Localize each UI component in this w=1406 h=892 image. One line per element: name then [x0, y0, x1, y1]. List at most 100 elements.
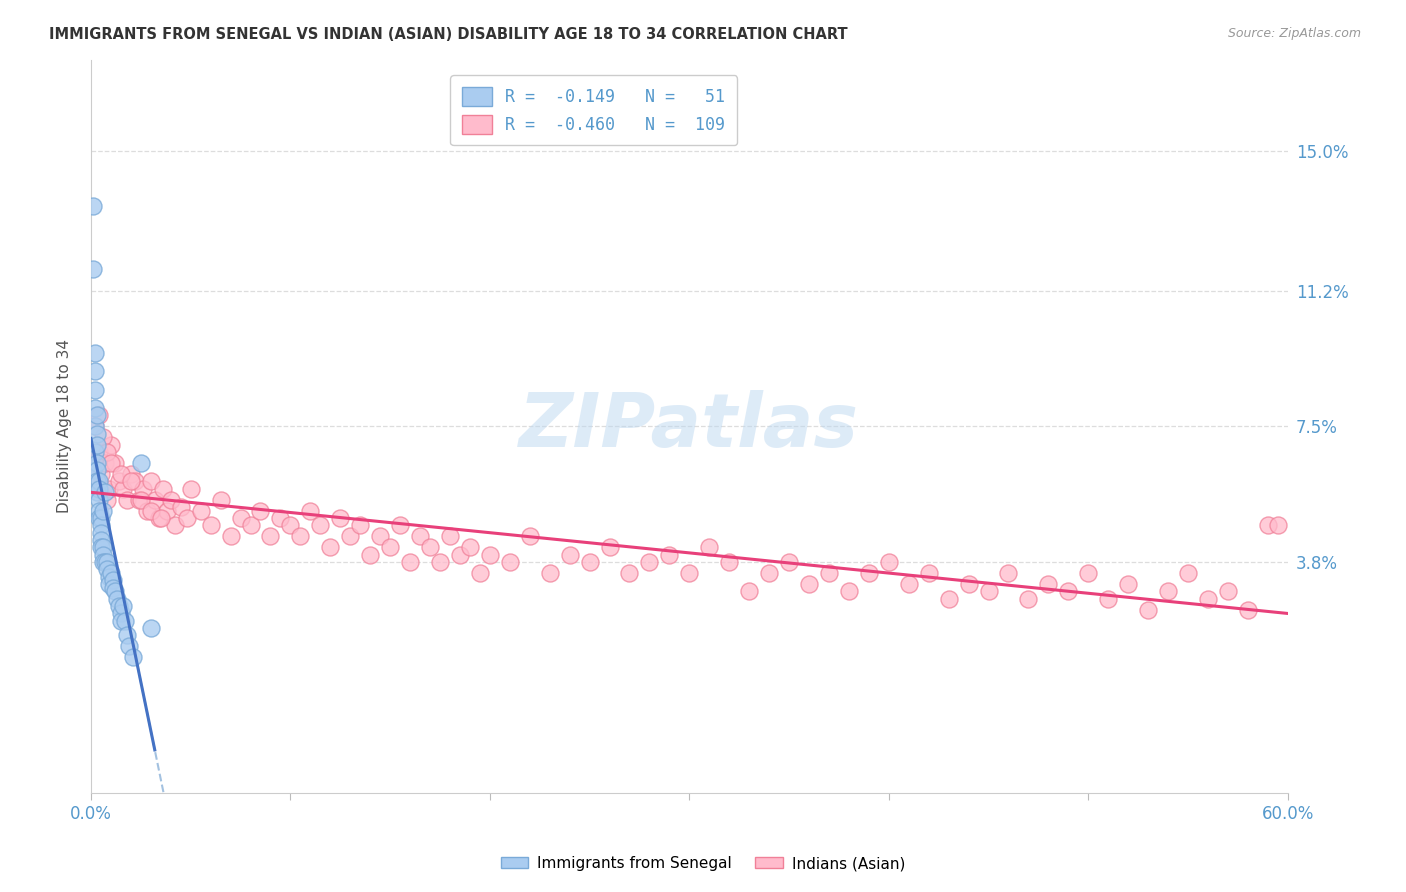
Point — [90, 525, 112, 540]
Point — [280, 518, 302, 533]
Point — [329, 511, 352, 525]
Point — [86, 485, 108, 500]
Point — [91, 482, 114, 496]
Point — [429, 555, 451, 569]
Point — [87, 409, 110, 423]
Point — [86, 475, 108, 489]
Point — [100, 456, 122, 470]
Point — [897, 577, 920, 591]
Point — [149, 511, 172, 525]
Point — [1257, 518, 1279, 533]
Point — [101, 574, 124, 588]
Point — [100, 437, 122, 451]
Point — [1077, 566, 1099, 580]
Point — [239, 518, 262, 533]
Point — [86, 475, 108, 489]
Point — [299, 503, 322, 517]
Point — [1237, 602, 1260, 616]
Point — [91, 548, 114, 562]
Point — [378, 541, 401, 555]
Point — [124, 475, 146, 489]
Point — [82, 261, 104, 276]
Point — [90, 518, 112, 533]
Point — [90, 511, 112, 525]
Point — [229, 511, 252, 525]
Point — [957, 577, 980, 591]
Point — [249, 503, 271, 517]
Point — [718, 555, 741, 569]
Point — [1137, 602, 1160, 616]
Point — [797, 577, 820, 591]
Point — [97, 569, 120, 583]
Point — [90, 541, 112, 555]
Point — [1116, 577, 1139, 591]
Point — [349, 518, 371, 533]
Point — [84, 364, 107, 378]
Point — [90, 533, 112, 547]
Point — [339, 529, 361, 543]
Point — [1017, 591, 1039, 606]
Point — [129, 456, 152, 470]
Point — [209, 492, 232, 507]
Point — [259, 529, 281, 543]
Point — [87, 492, 110, 507]
Point — [148, 511, 170, 525]
Point — [94, 485, 117, 500]
Point — [269, 511, 291, 525]
Point — [558, 548, 581, 562]
Point — [86, 426, 108, 441]
Point — [84, 456, 107, 470]
Point — [578, 555, 600, 569]
Legend: R =  -0.149   N =   51, R =  -0.460   N =  109: R = -0.149 N = 51, R = -0.460 N = 109 — [450, 75, 737, 145]
Point — [105, 591, 128, 606]
Point — [84, 419, 107, 434]
Point — [399, 555, 422, 569]
Point — [120, 475, 142, 489]
Point — [132, 482, 155, 496]
Point — [678, 566, 700, 580]
Point — [458, 541, 481, 555]
Point — [499, 555, 522, 569]
Point — [97, 577, 120, 591]
Point — [115, 492, 138, 507]
Point — [84, 401, 107, 415]
Point — [918, 566, 941, 580]
Point — [91, 503, 114, 517]
Point — [758, 566, 780, 580]
Point — [87, 475, 110, 489]
Point — [97, 482, 120, 496]
Point — [94, 456, 117, 470]
Point — [163, 518, 186, 533]
Point — [96, 555, 118, 569]
Point — [111, 599, 134, 613]
Point — [1216, 584, 1239, 599]
Point — [96, 492, 118, 507]
Point — [359, 548, 381, 562]
Point — [1197, 591, 1219, 606]
Point — [1177, 566, 1199, 580]
Point — [139, 621, 162, 635]
Point — [997, 566, 1019, 580]
Point — [778, 555, 800, 569]
Point — [1157, 584, 1180, 599]
Point — [115, 628, 138, 642]
Point — [877, 555, 900, 569]
Point — [838, 584, 860, 599]
Point — [86, 456, 108, 470]
Point — [128, 492, 150, 507]
Point — [86, 409, 108, 423]
Point — [84, 383, 107, 397]
Point — [176, 511, 198, 525]
Point — [100, 566, 122, 580]
Point — [389, 518, 412, 533]
Point — [1057, 584, 1080, 599]
Point — [409, 529, 432, 543]
Point — [439, 529, 461, 543]
Point — [120, 467, 142, 481]
Point — [478, 548, 501, 562]
Point — [94, 555, 117, 569]
Point — [129, 492, 152, 507]
Point — [108, 475, 131, 489]
Y-axis label: Disability Age 18 to 34: Disability Age 18 to 34 — [58, 339, 72, 513]
Point — [121, 650, 143, 665]
